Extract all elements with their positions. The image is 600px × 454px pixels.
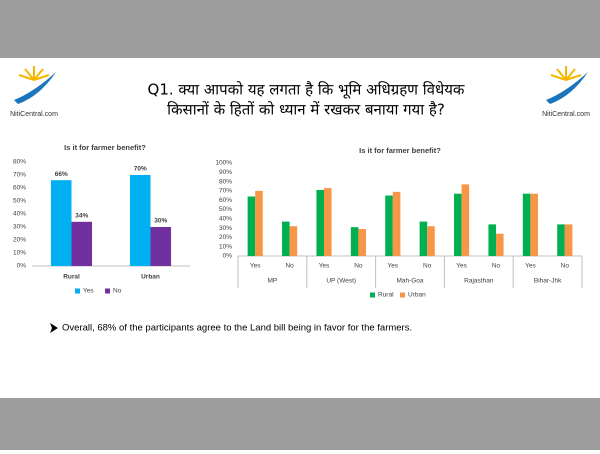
y-tick-label: 10% bbox=[13, 250, 26, 257]
logo-text: NitiCentral.com bbox=[10, 111, 58, 118]
logo-text: NitiCentral.com bbox=[542, 111, 590, 118]
bar bbox=[385, 195, 393, 256]
y-tick-label: 80% bbox=[13, 159, 26, 166]
x-tick-label: Yes bbox=[387, 263, 398, 270]
value-label: 66% bbox=[55, 171, 68, 178]
y-tick-label: 70% bbox=[13, 172, 26, 179]
bar bbox=[350, 227, 359, 256]
bullet-arrow bbox=[50, 323, 58, 333]
y-tick-label: 60% bbox=[219, 197, 232, 204]
bar bbox=[564, 224, 573, 256]
bar bbox=[392, 191, 401, 256]
y-tick-label: 0% bbox=[223, 253, 233, 260]
legend-label: Urban bbox=[408, 292, 426, 299]
bottom-band bbox=[0, 398, 600, 450]
y-tick-label: 40% bbox=[219, 216, 232, 223]
bar bbox=[50, 180, 72, 266]
x-tick-label: No bbox=[354, 263, 363, 270]
bar bbox=[247, 196, 256, 256]
legend-swatch bbox=[370, 292, 375, 298]
slide-title: Q1. क्या आपको यह लगता है कि भूमि अधिग्रह… bbox=[148, 81, 465, 100]
bar bbox=[496, 233, 504, 256]
x-tick-label: Yes bbox=[250, 263, 261, 270]
y-tick-label: 10% bbox=[219, 243, 232, 250]
bar bbox=[419, 221, 428, 256]
y-tick-label: 80% bbox=[219, 178, 232, 185]
bar bbox=[324, 188, 332, 256]
x-tick-label: No bbox=[561, 263, 570, 270]
bar bbox=[427, 226, 435, 256]
legend-swatch bbox=[75, 288, 80, 294]
bar bbox=[358, 229, 366, 256]
y-tick-label: 30% bbox=[219, 225, 232, 232]
y-tick-label: 50% bbox=[13, 198, 26, 205]
value-label: 70% bbox=[134, 166, 147, 173]
x-tick-label: No bbox=[285, 263, 294, 270]
chart-title: Is it for farmer benefit? bbox=[359, 146, 441, 155]
y-tick-label: 90% bbox=[219, 169, 232, 176]
legend-label: Yes bbox=[83, 288, 94, 295]
x-tick-label: Yes bbox=[525, 263, 536, 270]
x-tick-label: Rural bbox=[63, 274, 80, 281]
x-tick-label: Urban bbox=[141, 274, 160, 281]
legend-swatch bbox=[400, 292, 405, 298]
y-tick-label: 0% bbox=[17, 263, 27, 270]
bar bbox=[129, 175, 151, 266]
y-tick-label: 70% bbox=[219, 188, 232, 195]
logo-left: NitiCentral.com bbox=[10, 66, 58, 118]
y-tick-label: 60% bbox=[13, 185, 26, 192]
chart-title: Is it for farmer benefit? bbox=[64, 143, 146, 152]
bar bbox=[522, 193, 531, 256]
group-label: Bihar-Jhk bbox=[534, 278, 562, 285]
y-tick-label: 30% bbox=[13, 224, 26, 231]
bar bbox=[150, 227, 172, 266]
bar bbox=[488, 224, 496, 256]
bar bbox=[316, 189, 324, 256]
value-label: 34% bbox=[75, 213, 88, 220]
x-tick-label: Yes bbox=[456, 263, 467, 270]
slide-body bbox=[0, 58, 600, 398]
bar bbox=[530, 193, 538, 256]
y-tick-label: 40% bbox=[13, 211, 26, 218]
group-label: MP bbox=[268, 278, 278, 285]
slide-title: किसानों के हितों को ध्यान में रखकर बनाया… bbox=[167, 101, 445, 119]
legend-label: Rural bbox=[378, 292, 394, 299]
bar bbox=[454, 193, 462, 256]
top-band bbox=[0, 0, 600, 58]
x-tick-label: Yes bbox=[319, 263, 330, 270]
value-label: 30% bbox=[154, 218, 167, 225]
y-tick-label: 20% bbox=[219, 234, 232, 241]
y-tick-label: 50% bbox=[219, 206, 232, 213]
note: Overall, 68% of the participants agree t… bbox=[62, 323, 412, 334]
group-label: Mah-Goa bbox=[396, 278, 423, 285]
bar bbox=[255, 190, 263, 256]
bar bbox=[71, 221, 93, 266]
bar bbox=[289, 226, 298, 256]
logo-right: NitiCentral.com bbox=[542, 66, 590, 118]
group-label: Rajasthan bbox=[464, 278, 494, 285]
x-tick-label: No bbox=[492, 263, 501, 270]
bar bbox=[461, 184, 470, 256]
bar bbox=[557, 224, 565, 256]
group-label: UP (West) bbox=[326, 278, 356, 285]
y-tick-label: 20% bbox=[13, 237, 26, 244]
legend-swatch bbox=[105, 288, 110, 294]
legend-label: No bbox=[113, 288, 122, 295]
y-tick-label: 100% bbox=[215, 160, 232, 167]
x-tick-label: No bbox=[423, 263, 432, 270]
bar bbox=[282, 221, 290, 256]
